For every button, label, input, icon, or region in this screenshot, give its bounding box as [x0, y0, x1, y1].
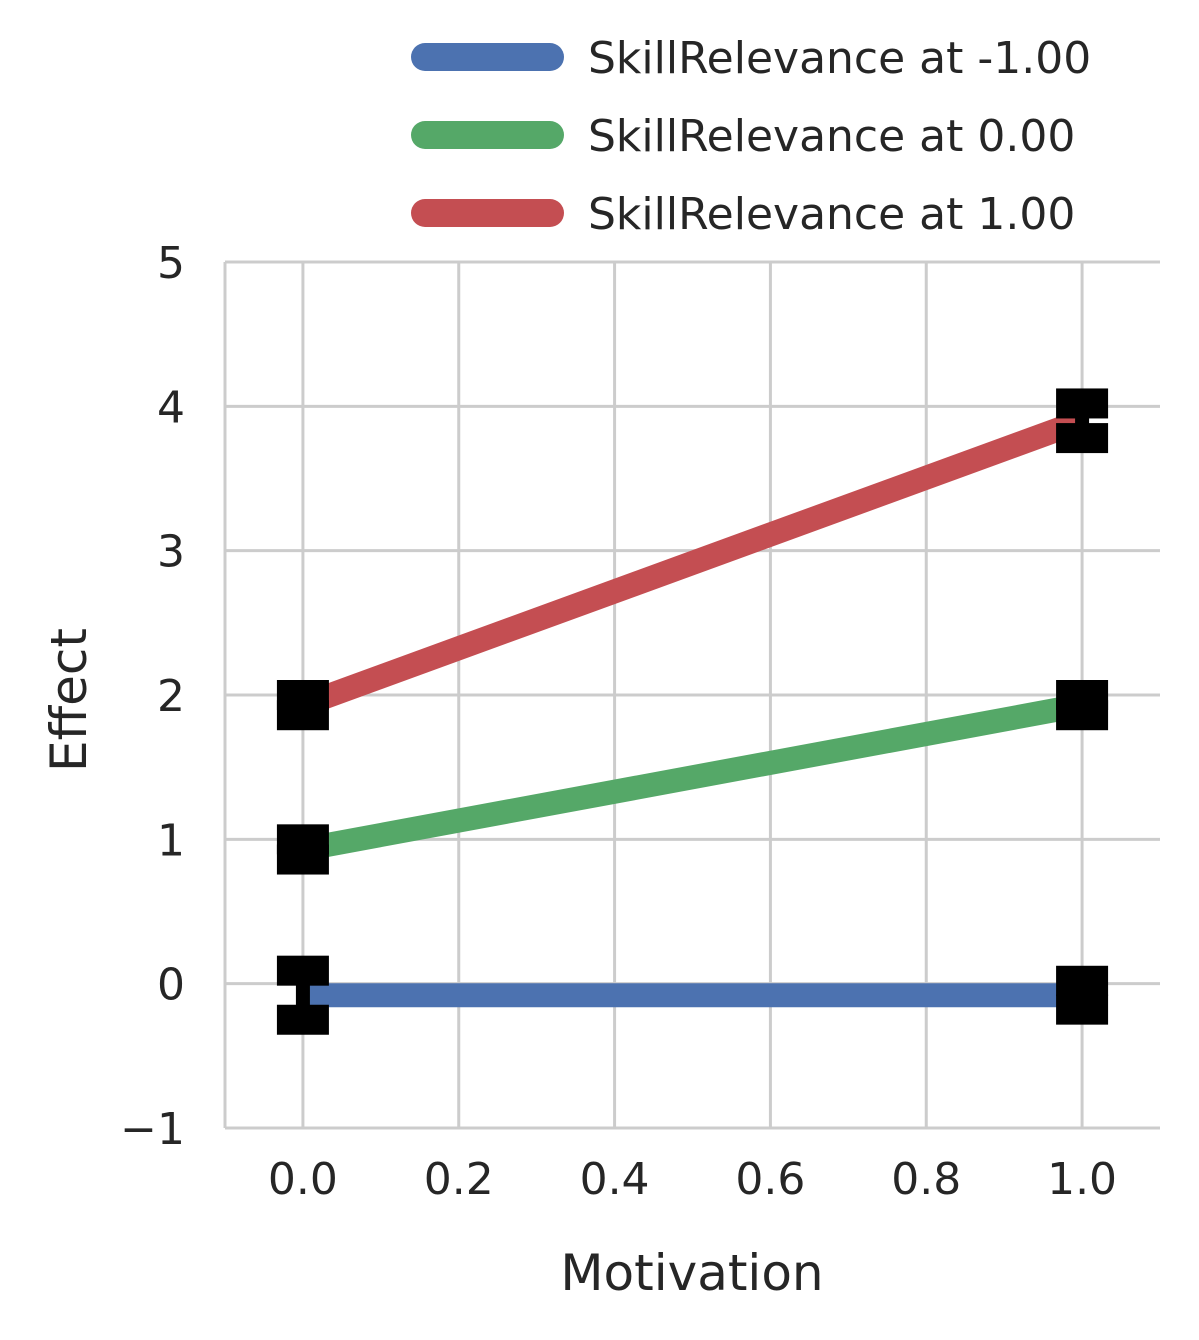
legend-label: SkillRelevance at -1.00	[588, 33, 1091, 84]
y-tick-label: −1	[120, 1104, 185, 1155]
error-bar	[1056, 388, 1109, 454]
legend-item: SkillRelevance at 0.00	[411, 111, 1075, 162]
x-axis-label: Motivation	[560, 1244, 823, 1302]
error-bar-cap-bottom	[1056, 700, 1109, 731]
tick-labels: 0.0 0.2 0.4 0.6 0.8 1.0 −1 0 1 2 3 4 5	[120, 238, 1117, 1205]
error-bar-cap-top	[1056, 965, 1109, 996]
x-tick-label: 0.2	[424, 1154, 494, 1205]
series-line	[298, 409, 1087, 717]
x-tick-label: 0.6	[735, 1154, 805, 1205]
error-bar-cap-bottom	[276, 1004, 329, 1035]
x-tick-label: 0.8	[891, 1154, 961, 1205]
x-tick-label: 0.0	[268, 1154, 338, 1205]
error-bars	[276, 388, 1109, 1035]
legend-label: SkillRelevance at 1.00	[588, 189, 1075, 240]
error-bar-cap-bottom	[1056, 994, 1109, 1025]
y-axis-label: Effect	[40, 628, 98, 772]
x-tick-label: 0.4	[580, 1154, 650, 1205]
y-tick-label: 3	[157, 527, 185, 578]
error-bar-cap-bottom	[276, 700, 329, 731]
y-tick-label: 5	[157, 238, 185, 289]
error-bar-cap-bottom	[1056, 423, 1109, 454]
error-bar-cap-bottom	[276, 844, 329, 875]
error-bar	[1056, 965, 1109, 1025]
error-bar	[276, 680, 329, 731]
error-bar-cap-top	[276, 955, 329, 986]
y-tick-label: 4	[157, 382, 185, 433]
error-bar-cap-top	[1056, 388, 1109, 419]
error-bar	[276, 955, 329, 1035]
axes-spines	[223, 262, 1160, 1130]
legend: SkillRelevance at -1.00 SkillRelevance at…	[411, 33, 1091, 240]
y-tick-label: 2	[157, 671, 185, 722]
legend-item: SkillRelevance at 1.00	[411, 189, 1075, 240]
y-tick-label: 1	[157, 815, 185, 866]
legend-item: SkillRelevance at -1.00	[411, 33, 1091, 84]
series-line	[300, 693, 1085, 862]
y-tick-label: 0	[157, 960, 185, 1011]
error-bar	[276, 824, 329, 875]
series-lines	[298, 409, 1087, 1008]
error-bar	[1056, 680, 1109, 731]
legend-label: SkillRelevance at 0.00	[588, 111, 1075, 162]
x-tick-label: 1.0	[1047, 1154, 1117, 1205]
